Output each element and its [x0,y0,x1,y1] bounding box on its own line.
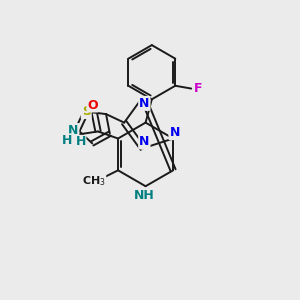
Text: N: N [139,97,149,110]
Text: CH$_3$: CH$_3$ [82,174,106,188]
Text: N: N [68,124,79,137]
Text: S: S [82,105,91,118]
Text: O: O [87,99,98,112]
Text: NH: NH [134,188,154,202]
Text: H: H [61,134,72,147]
Text: H: H [75,136,86,148]
Text: N: N [139,135,149,148]
Text: N: N [169,126,180,139]
Text: F: F [194,82,202,95]
